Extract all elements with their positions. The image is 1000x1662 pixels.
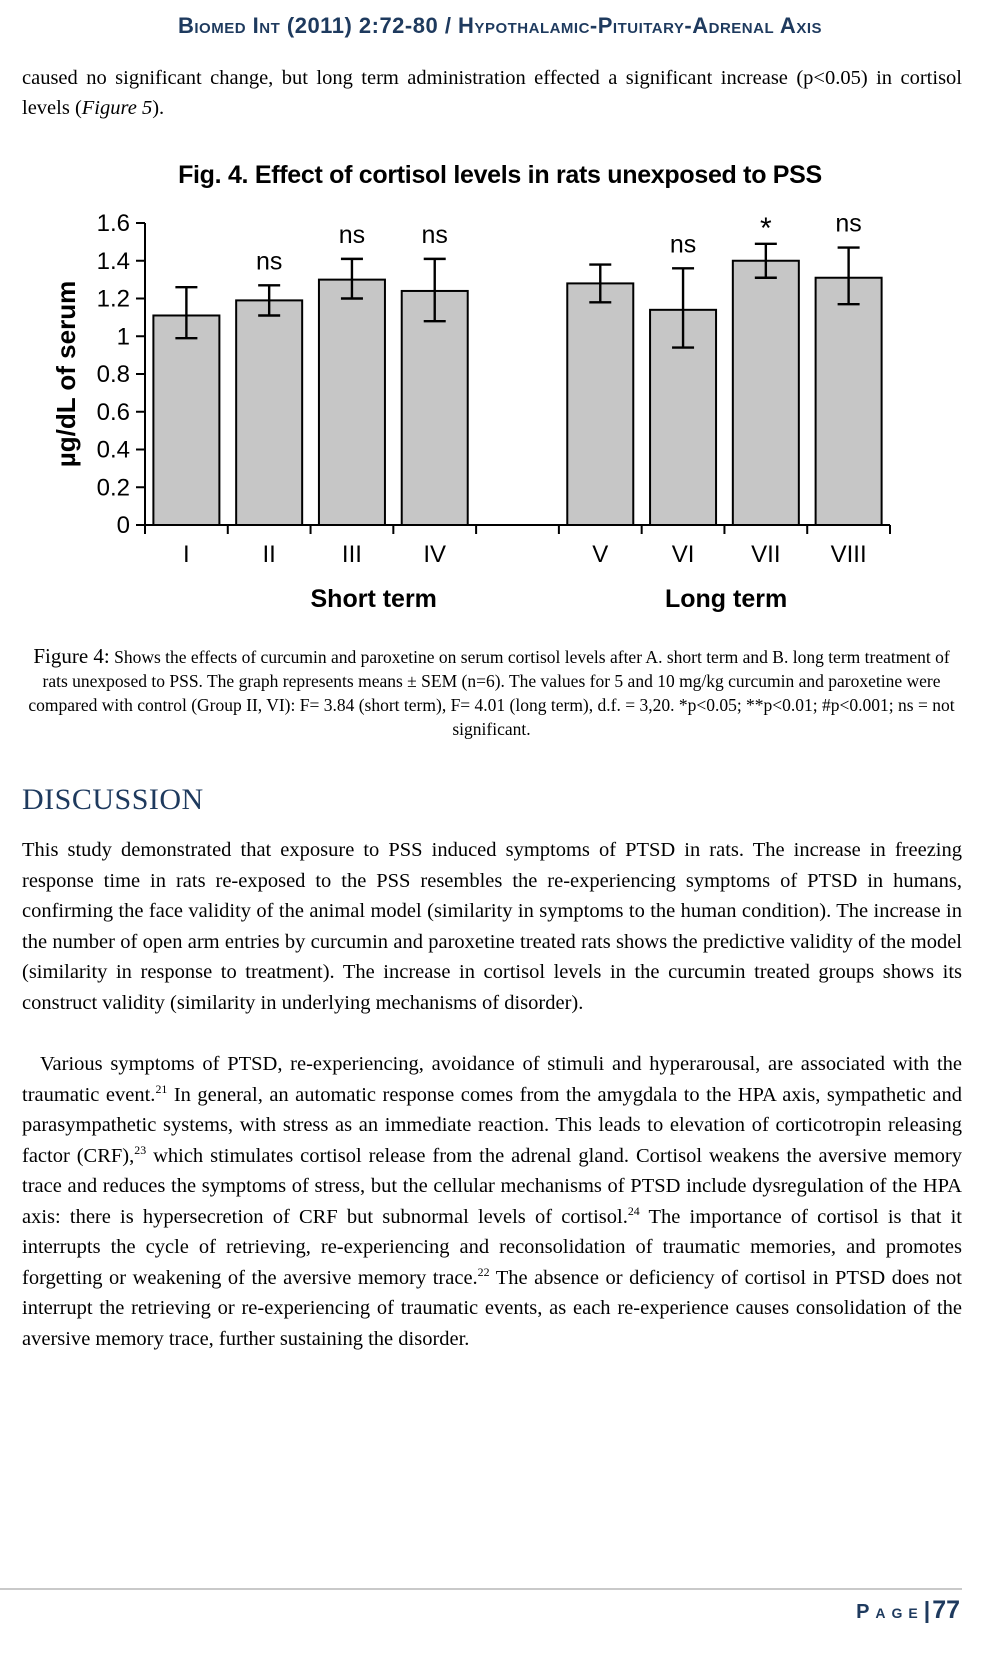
bar-IV <box>400 289 469 526</box>
y-tick-label: 0.6 <box>97 399 130 426</box>
x-category-label-II: II <box>262 541 275 568</box>
footer-rule <box>0 1588 962 1590</box>
bar-V <box>566 282 635 527</box>
discussion-paragraph-1: This study demonstrated that exposure to… <box>22 839 962 1014</box>
figure-title: Fig. 4. Effect of cortisol levels in rat… <box>178 161 822 189</box>
intro-paragraph: caused no significant change, but long t… <box>22 67 962 119</box>
y-tick-label: 0.4 <box>97 437 130 464</box>
bar-VIII <box>814 276 883 526</box>
x-category-label-VIII: VIII <box>831 541 867 568</box>
discussion-paragraph-2: Various symptoms of PTSD, re-experiencin… <box>22 1053 962 1350</box>
discussion-heading: DISCUSSION <box>22 783 204 816</box>
y-tick-label: 1.4 <box>97 248 130 275</box>
sig-label-VII: * <box>760 212 772 245</box>
x-category-label-VII: VII <box>751 541 780 568</box>
sig-label-VIII: ns <box>835 210 861 238</box>
x-category-label-V: V <box>592 541 608 568</box>
footer-separator: | <box>923 1597 931 1623</box>
page-label: Page <box>856 1601 924 1623</box>
bar-II <box>235 299 304 526</box>
cortisol-bar-chart: 0 0.2 0.4 0.6 0.8 1 1.2 1.4 1.6 Ins II ns III ns IV Vns… <box>51 210 891 613</box>
bar-I <box>152 314 221 526</box>
x-category-label-I: I <box>183 541 190 568</box>
y-tick-label: 1 <box>117 323 130 350</box>
y-tick-label: 0.2 <box>97 474 130 501</box>
bar-III <box>317 278 386 526</box>
sig-label-II: ns <box>256 247 282 275</box>
x-category-label-VI: VI <box>672 541 695 568</box>
y-axis-label: µg/dL of serum <box>51 281 81 467</box>
x-category-label-III: III <box>342 541 362 568</box>
sig-label-III: ns <box>339 221 365 249</box>
page-number: 77 <box>932 1596 960 1624</box>
y-tick-label: 0 <box>117 512 130 539</box>
page-footer: Page|77 <box>856 1596 960 1625</box>
sig-label-VI: ns <box>670 230 696 258</box>
group-label-long-term: Long term <box>665 585 787 613</box>
bar-VII <box>731 259 800 526</box>
y-tick-label: 0.8 <box>97 361 130 388</box>
figure-caption: Figure 4: Shows the effects of curcumin … <box>28 644 955 739</box>
y-tick-label: 1.6 <box>97 210 130 237</box>
group-label-short-term: Short term <box>311 585 437 613</box>
y-tick-label: 1.2 <box>97 286 130 313</box>
sig-label-IV: ns <box>422 221 448 249</box>
x-category-label-IV: IV <box>423 541 446 568</box>
journal-header: Biomed Int (2011) 2:72-80 / Hypothalamic… <box>178 13 822 38</box>
